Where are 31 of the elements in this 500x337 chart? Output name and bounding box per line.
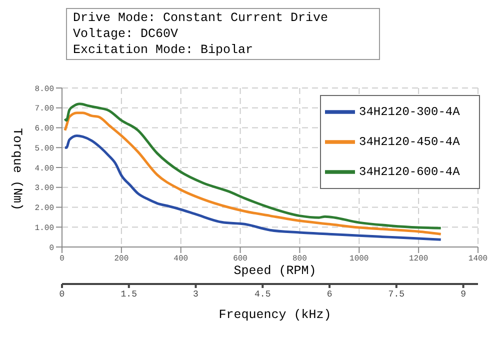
x-axis-title: Speed (RPM) — [232, 264, 318, 278]
x-tick-label: 400 — [174, 254, 188, 264]
x2-tick-label: 6 — [326, 289, 332, 300]
x-tick-label: 200 — [114, 254, 129, 264]
y-tick-label: 3.00 — [34, 184, 54, 194]
x2-tick-label: 1.5 — [120, 289, 137, 300]
legend-label: 34H2120-600-4A — [359, 165, 460, 180]
y-tick-label: 7.00 — [34, 104, 54, 114]
x-tick-label: 0 — [60, 254, 65, 264]
y-tick-label: 5.00 — [34, 144, 54, 154]
y-tick-label: 8.00 — [34, 84, 54, 94]
y-axis-title: Torque (Nm) — [10, 128, 24, 211]
y-tick-label: 2.00 — [34, 204, 54, 214]
x2-tick-label: 7.5 — [388, 289, 405, 300]
note-box: Drive Mode: Constant Current Drive Voltage: DC60V Excitation Mode: Bipolar — [66, 8, 380, 60]
x2-tick-label: 4.5 — [254, 289, 271, 300]
y-tick-label: 4.00 — [34, 164, 54, 174]
x-tick-label: 1400 — [468, 254, 488, 264]
y-tick-label: 1.00 — [34, 224, 54, 233]
y-tick-label: 6.00 — [34, 124, 54, 134]
legend-label: 34H2120-300-4A — [359, 105, 460, 120]
legend-label: 34H2120-450-4A — [359, 135, 460, 150]
y-tick-label: 0 — [49, 244, 54, 253]
x-tick-label: 1200 — [408, 254, 428, 264]
x2-tick-label: 9 — [460, 289, 466, 300]
x2-axis-title: Frequency (kHz) — [218, 308, 332, 322]
x-tick-label: 800 — [292, 254, 308, 264]
x2-tick-label: 0 — [59, 289, 65, 300]
x-tick-label: 600 — [233, 254, 248, 264]
x-tick-label: 1000 — [350, 254, 369, 264]
x2-tick-label: 3 — [193, 289, 198, 300]
